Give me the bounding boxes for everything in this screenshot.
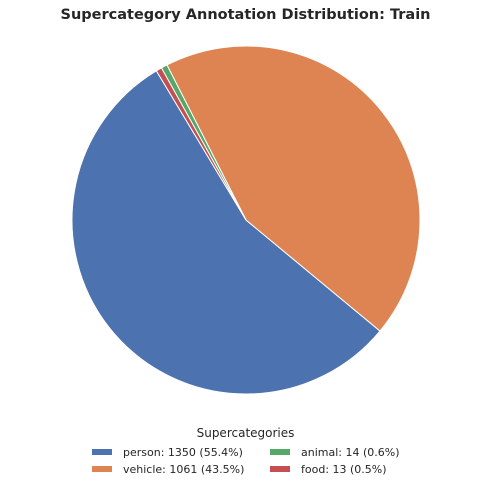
legend-item-animal: animal: 14 (0.6%) (270, 446, 400, 460)
legend-label-person: person: 1350 (55.4%) (123, 446, 243, 459)
legend-item-person: person: 1350 (55.4%) (92, 446, 243, 460)
pie-slice-food (155, 67, 247, 221)
legend-label-animal: animal: 14 (0.6%) (301, 446, 400, 459)
legend-swatch-animal (270, 449, 290, 455)
legend-item-vehicle: vehicle: 1061 (43.5%) (92, 463, 244, 477)
legend-label-vehicle: vehicle: 1061 (43.5%) (123, 463, 245, 476)
pie-slice-person (71, 70, 381, 395)
legend-title: Supercategories (196, 426, 295, 440)
pie-slice-vehicle (166, 45, 421, 332)
chart-title: Supercategory Annotation Distribution: T… (60, 7, 431, 23)
legend-item-food: food: 13 (0.5%) (270, 463, 387, 477)
legend-swatch-person (92, 449, 112, 455)
legend-label-food: food: 13 (0.5%) (301, 463, 387, 476)
legend-swatch-vehicle (92, 466, 112, 472)
legend-swatch-food (270, 466, 290, 472)
